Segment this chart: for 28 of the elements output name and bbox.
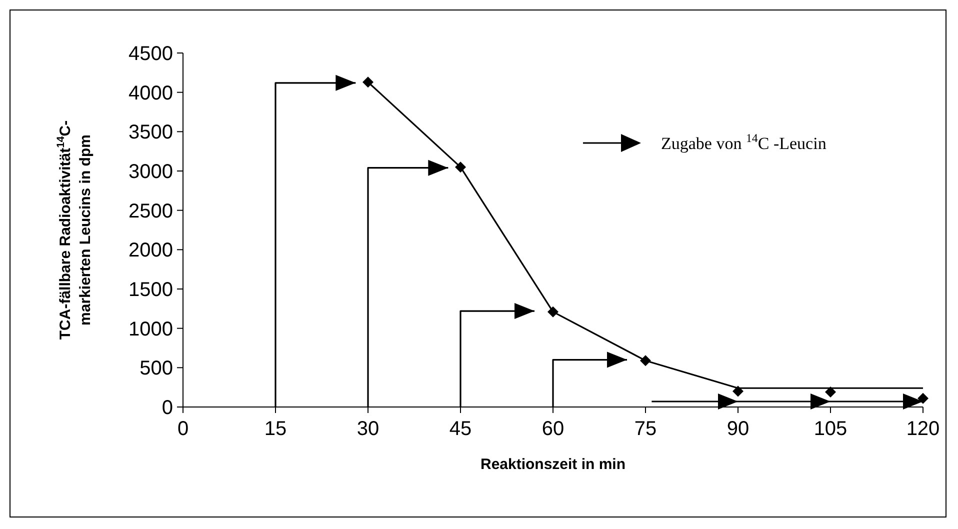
- y-tick-label: 4500: [128, 43, 173, 65]
- x-tick-label: 105: [814, 418, 848, 440]
- y-tick-label: 4000: [128, 82, 173, 104]
- x-axis-title: Reaktionszeit in min: [480, 456, 626, 473]
- y-tick-label: 1000: [128, 318, 173, 340]
- y-tick-label: 2500: [128, 200, 173, 222]
- x-tick-label: 0: [177, 418, 189, 440]
- x-tick-label: 15: [264, 418, 287, 440]
- y-tick-label: 2000: [128, 240, 173, 262]
- legend-label: Zugabe von $^{14}$C -Leucin: [661, 131, 827, 153]
- x-tick-label: 30: [356, 418, 380, 440]
- x-tick-label: 120: [906, 418, 940, 440]
- y-tick-label: 500: [140, 358, 173, 380]
- point: [918, 392, 928, 404]
- y-tick-label: 3500: [128, 122, 173, 144]
- point: [455, 162, 466, 173]
- x-tick-label: 60: [542, 418, 564, 440]
- x-tick-label: 75: [634, 418, 657, 440]
- point: [548, 306, 558, 318]
- point: [362, 76, 374, 88]
- x-tick-label: 45: [449, 418, 472, 440]
- point: [825, 386, 836, 398]
- y-tick-label: 3000: [128, 161, 173, 183]
- point: [732, 386, 744, 397]
- x-tick-label: 90: [726, 418, 750, 440]
- y-tick-label: 0: [162, 397, 173, 419]
- y-tick-label: 1500: [128, 279, 173, 301]
- point: [640, 355, 651, 366]
